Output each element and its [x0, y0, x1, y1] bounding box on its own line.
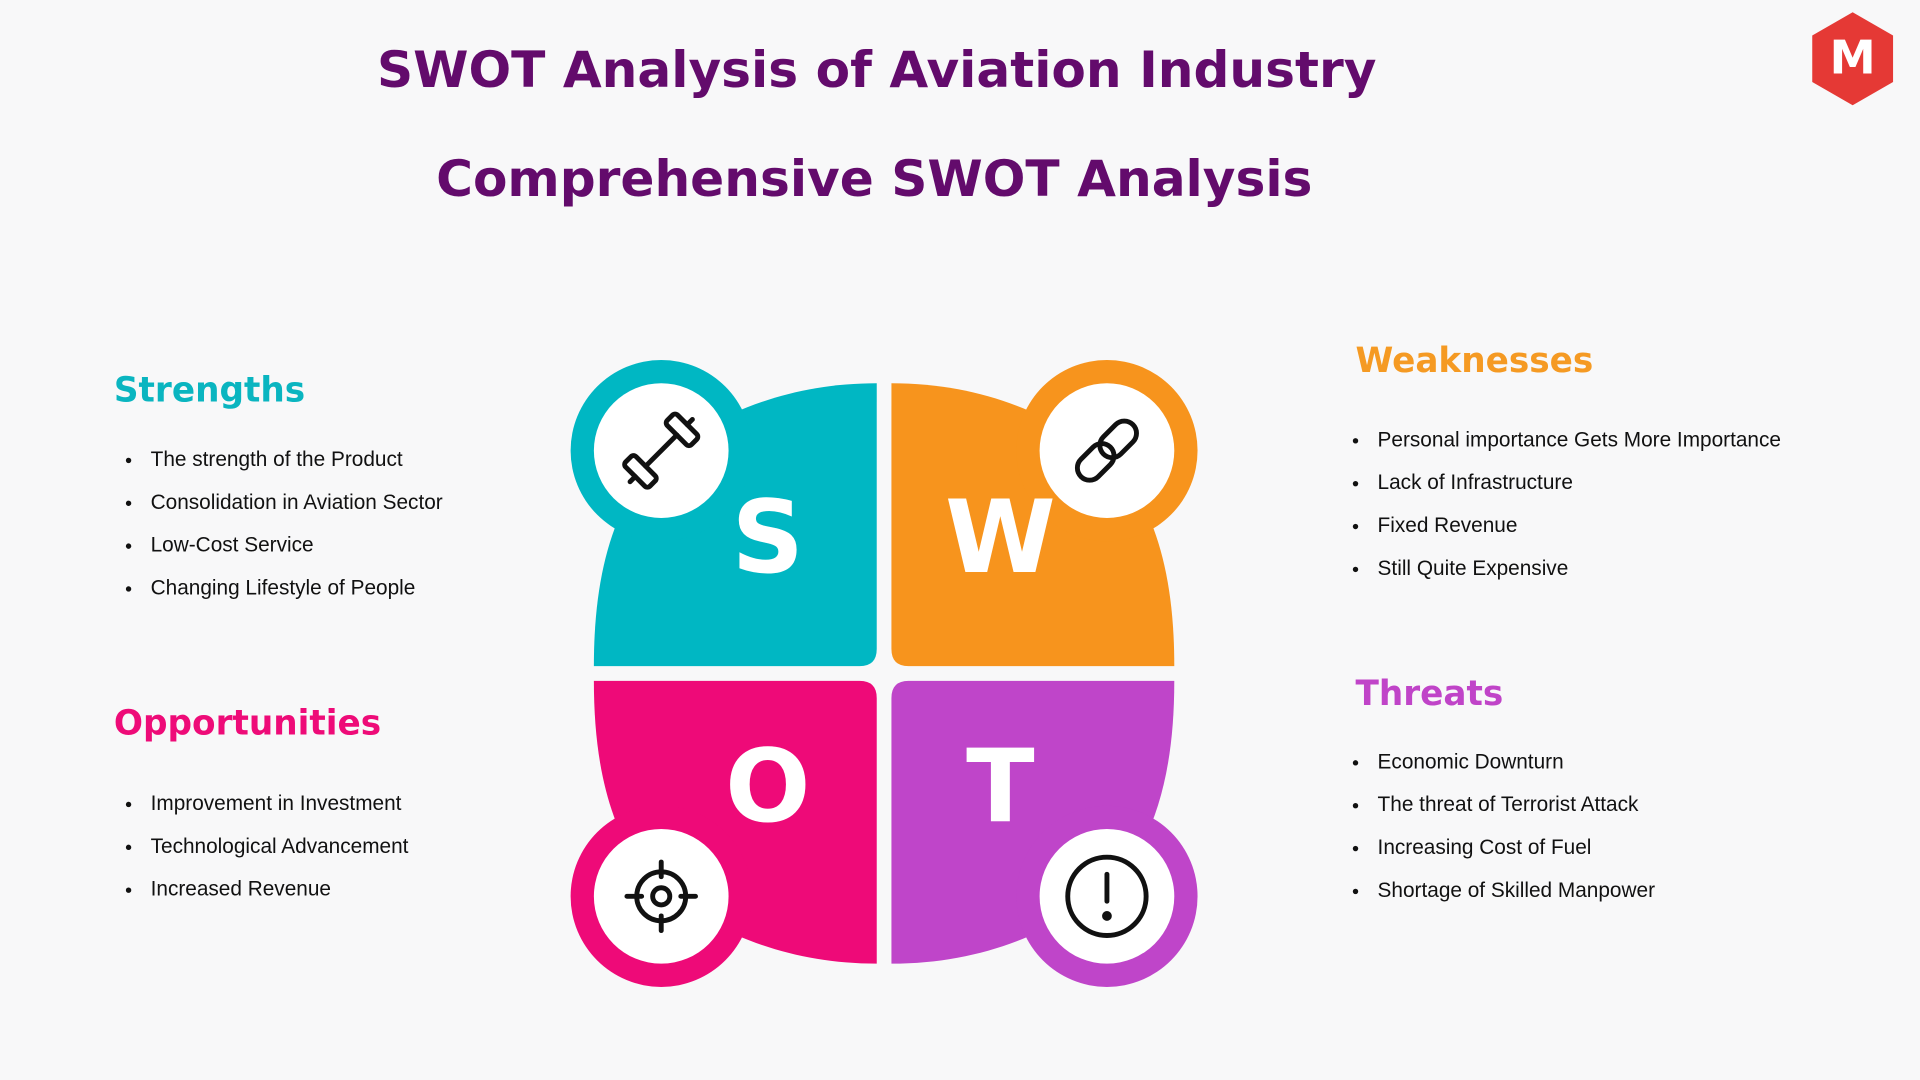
- list-item: Still Quite Expensive: [1378, 557, 1569, 580]
- logo: M: [1812, 12, 1894, 106]
- bullet: [1352, 566, 1359, 573]
- opportunities-heading: Opportunities: [114, 703, 381, 743]
- logo-letter: M: [1830, 31, 1876, 85]
- list-item: Increased Revenue: [151, 878, 331, 901]
- dumbbell-icon: [622, 411, 701, 490]
- bullet: [1352, 888, 1359, 895]
- bullet: [1352, 480, 1359, 487]
- bullet: [125, 457, 132, 464]
- bullet: [125, 500, 132, 506]
- list-item: Personal importance Gets More Importance: [1378, 428, 1781, 451]
- bullet: [1352, 438, 1359, 444]
- weaknesses-heading: Weaknesses: [1356, 341, 1594, 381]
- logo-hexagon: [1812, 12, 1894, 106]
- opportunities-shape: [570, 680, 877, 987]
- list-item: Low-Cost Service: [151, 534, 314, 557]
- list-item: Fixed Revenue: [1378, 514, 1518, 537]
- threats-shape: [891, 680, 1198, 987]
- list-item: Shortage of Skilled Manpower: [1378, 879, 1656, 902]
- list-item: Lack of Infrastructure: [1378, 471, 1573, 494]
- threats-heading: Threats: [1356, 674, 1504, 714]
- strengths-heading: Strengths: [114, 370, 305, 410]
- title: SWOT Analysis of Aviation Industry: [377, 40, 1377, 99]
- bullet: [1352, 760, 1359, 766]
- list-item: Increasing Cost of Fuel: [1378, 836, 1592, 859]
- bullet: [125, 801, 132, 808]
- letter-s: S: [732, 479, 804, 596]
- letter-o: O: [725, 728, 810, 845]
- list-item: The threat of Terrorist Attack: [1378, 793, 1639, 816]
- bullet: [1352, 523, 1359, 530]
- alert-icon: [1065, 854, 1149, 938]
- list-item: Consolidation in Aviation Sector: [151, 491, 443, 514]
- bullet: [125, 586, 132, 592]
- bullet: [125, 844, 132, 851]
- list-item: Technological Advancement: [151, 835, 409, 858]
- list-item: The strength of the Product: [151, 448, 403, 471]
- bullet: [125, 543, 132, 549]
- target-icon: [624, 859, 698, 934]
- bullet: [1352, 803, 1359, 809]
- link-icon: [1074, 418, 1139, 483]
- letter-t: T: [966, 728, 1034, 845]
- subtitle: Comprehensive SWOT Analysis: [436, 149, 1312, 208]
- strengths-shape: [570, 360, 877, 667]
- list-item: Improvement in Investment: [151, 792, 402, 815]
- bullet: [1352, 845, 1359, 852]
- bullet: [125, 887, 132, 893]
- list-item: Changing Lifestyle of People: [151, 576, 416, 599]
- list-item: Economic Downturn: [1378, 750, 1564, 773]
- letter-w: W: [945, 479, 1056, 596]
